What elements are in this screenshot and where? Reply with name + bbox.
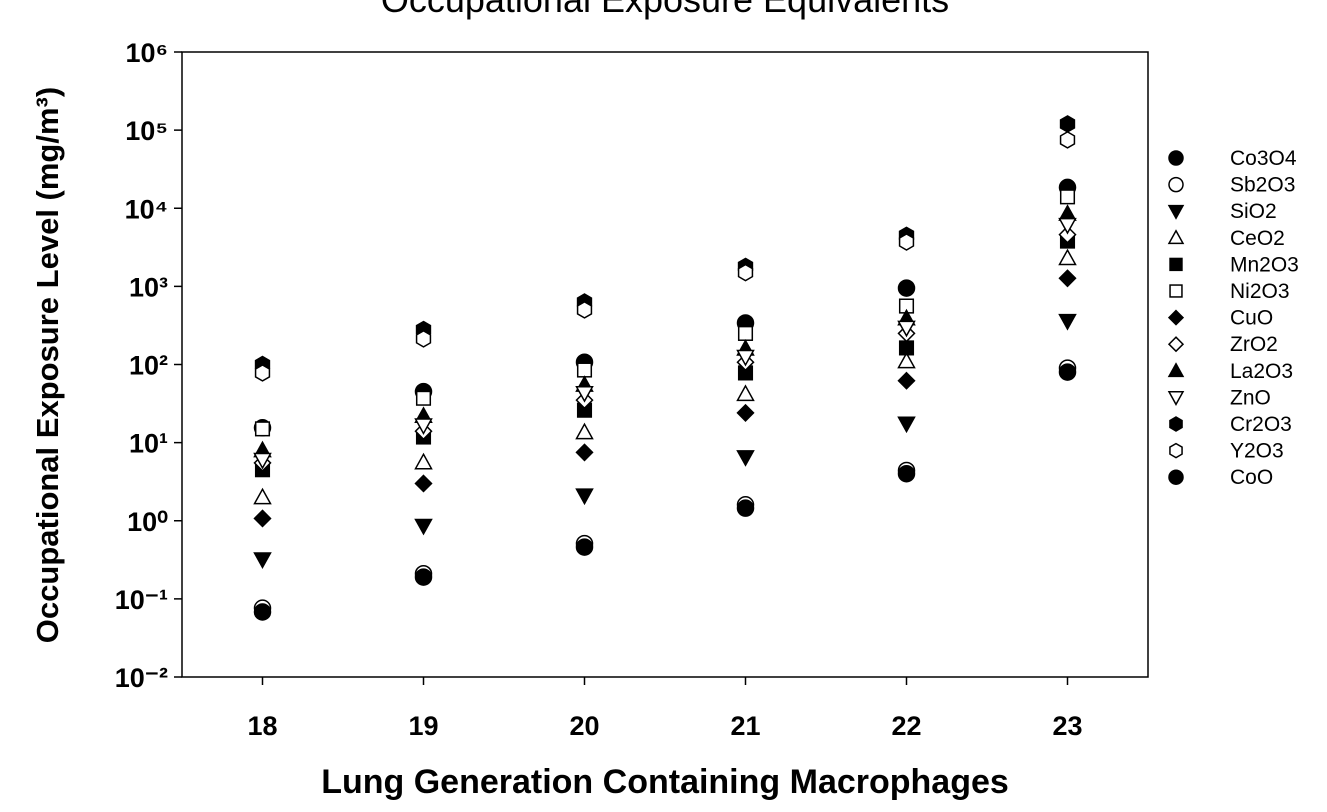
x-axis-label: Lung Generation Containing Macrophages [321, 763, 1009, 801]
marker [897, 371, 916, 390]
marker [737, 263, 754, 282]
legend-marker [1168, 176, 1184, 193]
marker [254, 364, 271, 382]
marker [1059, 131, 1076, 149]
marker [1058, 217, 1077, 235]
y-tick-label: 10¹ [129, 429, 168, 459]
marker [897, 279, 916, 297]
legend-marker [1168, 469, 1184, 485]
legend-label: ZrO2 [1230, 333, 1278, 356]
plot-frame [181, 51, 1149, 678]
marker [736, 499, 755, 517]
y-tick-label: 10⁰ [127, 507, 168, 537]
marker [576, 362, 593, 378]
y-tick-label: 10⁻² [115, 663, 168, 693]
marker [575, 538, 594, 556]
marker [575, 385, 594, 403]
marker [253, 552, 272, 569]
marker [415, 329, 432, 348]
legend-marker [1167, 362, 1185, 378]
marker [1058, 313, 1077, 331]
marker [576, 301, 593, 319]
legend-label: La2O3 [1230, 360, 1293, 383]
marker [1058, 363, 1077, 381]
x-tick-label: 20 [569, 711, 599, 741]
legend-label: CeO2 [1230, 227, 1285, 250]
legend-marker [1167, 336, 1185, 353]
marker [736, 384, 755, 402]
y-tick-label: 10⁶ [126, 38, 168, 68]
marker [1058, 248, 1077, 266]
legend-marker [1167, 309, 1185, 326]
marker [1058, 269, 1077, 288]
legend-label: Mn2O3 [1230, 253, 1299, 276]
legend-marker [1167, 229, 1185, 245]
legend-label: SiO2 [1230, 200, 1277, 223]
y-tick-label: 10⁻¹ [115, 585, 168, 615]
marker [575, 422, 594, 440]
marker [1059, 189, 1076, 205]
x-tick-label: 18 [247, 711, 277, 741]
marker [575, 443, 594, 462]
legend-label: Ni2O3 [1230, 280, 1290, 303]
legend-label: Cr2O3 [1230, 413, 1292, 436]
legend-marker [1167, 391, 1185, 406]
legend-marker [1169, 257, 1183, 272]
marker [253, 487, 272, 505]
marker [897, 464, 916, 483]
chart-title: Occupational Exposure Equivalents [381, 0, 949, 20]
legend-label: ZnO [1230, 386, 1271, 409]
marker [897, 351, 916, 369]
x-tick-label: 23 [1052, 711, 1082, 741]
y-tick-label: 10³ [129, 272, 168, 302]
legend-marker [1169, 416, 1183, 432]
y-axis-label: Occupational Exposure Level (mg/m³) [30, 87, 65, 643]
marker [253, 509, 272, 528]
legend-label: CuO [1230, 307, 1273, 330]
legend-marker [1168, 150, 1184, 166]
marker [414, 452, 433, 470]
marker [736, 349, 755, 367]
marker [737, 325, 754, 341]
marker [414, 568, 433, 586]
y-tick-label: 10² [129, 351, 168, 381]
marker [415, 390, 432, 406]
marker [898, 340, 915, 356]
marker [414, 518, 433, 536]
legend-label: CoO [1230, 466, 1273, 489]
legend-marker [1167, 204, 1185, 220]
marker [253, 603, 272, 621]
marker [575, 488, 594, 506]
legend-label: Sb2O3 [1230, 174, 1295, 197]
y-tick-label: 10⁵ [125, 116, 168, 146]
marker [1059, 115, 1076, 133]
legend-marker [1169, 284, 1183, 298]
marker [897, 320, 916, 338]
legend-label: Y2O3 [1230, 440, 1284, 463]
legend-marker [1169, 442, 1183, 459]
x-tick-label: 21 [730, 711, 760, 741]
marker [897, 416, 916, 434]
marker [898, 233, 915, 251]
y-tick-label: 10⁴ [125, 194, 168, 224]
marker [736, 450, 755, 467]
marker [414, 418, 433, 435]
x-tick-label: 22 [891, 711, 921, 741]
marker [414, 474, 433, 493]
marker [254, 421, 271, 437]
marker [1058, 225, 1077, 244]
marker [253, 452, 272, 470]
legend-label: Co3O4 [1230, 147, 1297, 170]
x-tick-label: 19 [408, 711, 438, 741]
marker [736, 403, 755, 422]
